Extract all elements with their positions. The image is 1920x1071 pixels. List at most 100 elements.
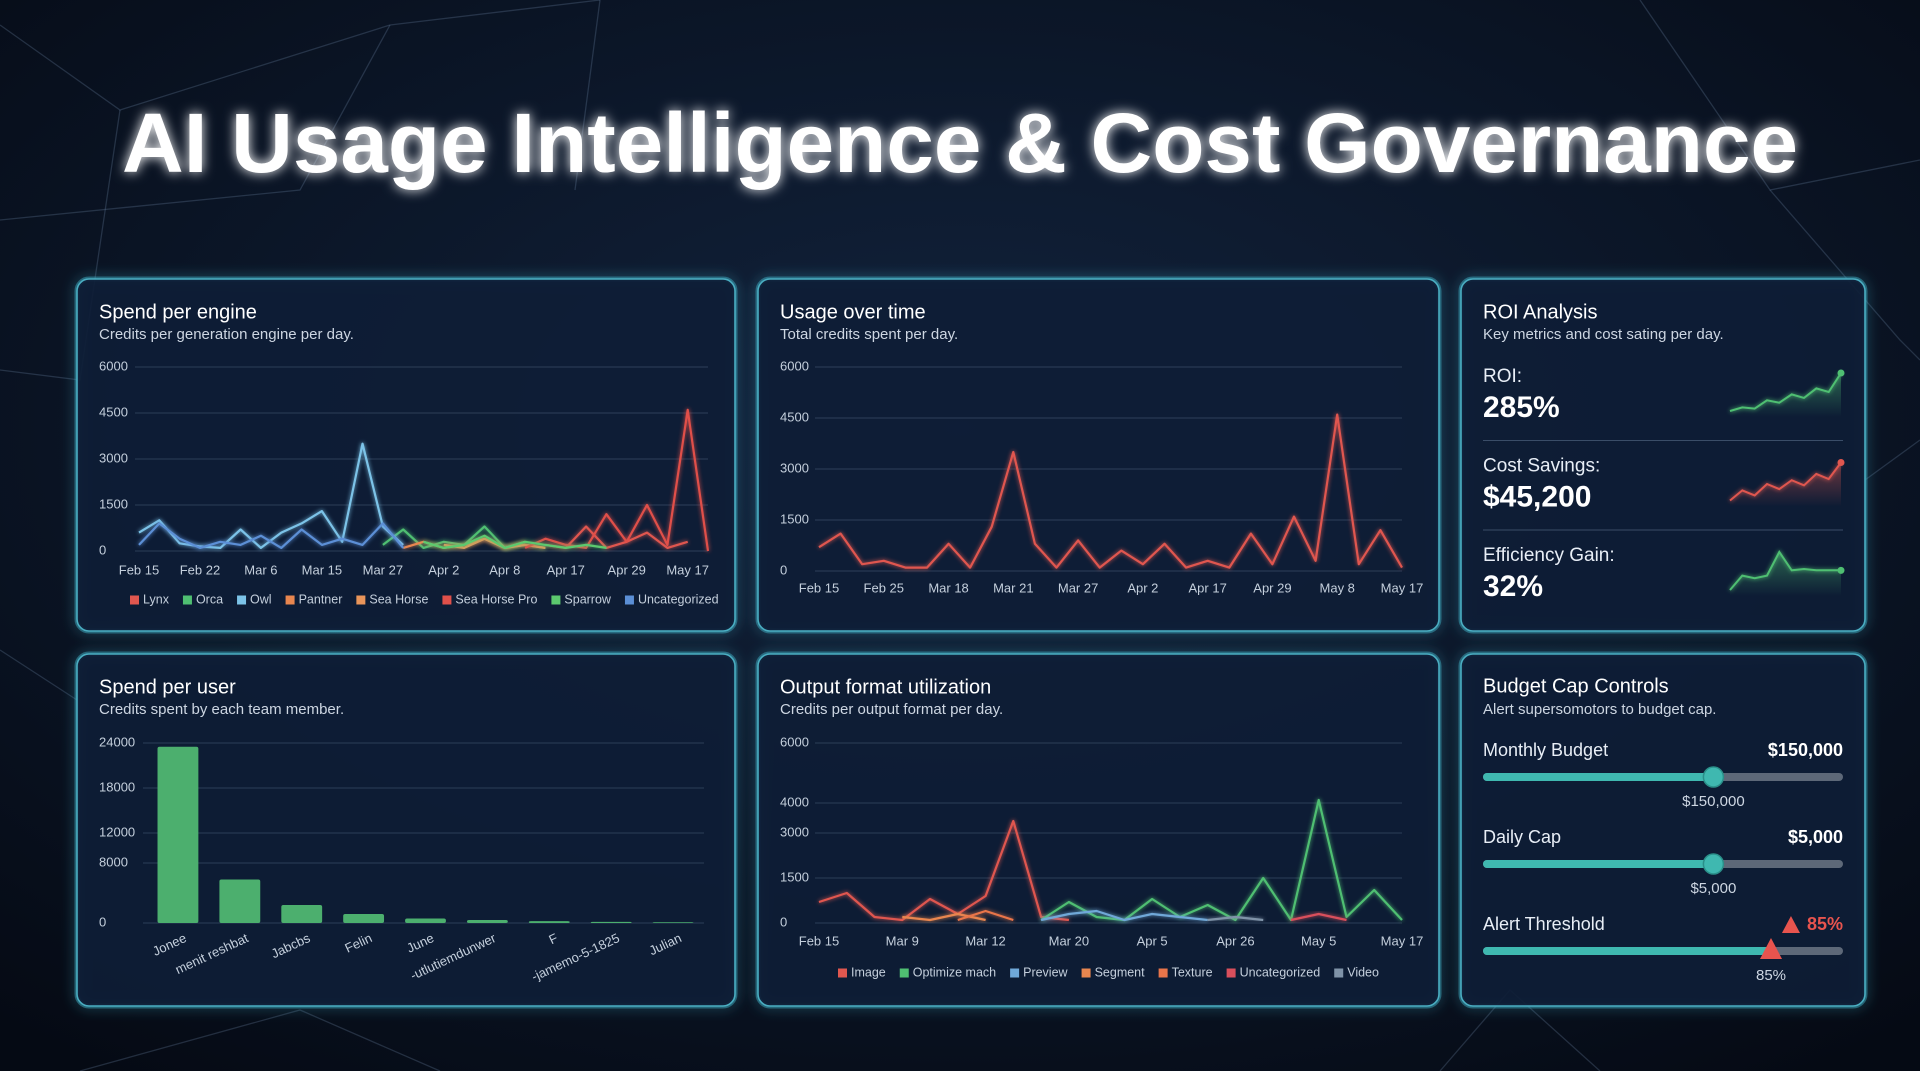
- legend-label: Lynx: [143, 592, 170, 606]
- sparkline: [1729, 372, 1842, 412]
- y-tick-label: 1500: [780, 869, 809, 884]
- panel-title: Spend per engine: [99, 301, 257, 323]
- legend-swatch: [838, 968, 847, 978]
- slider-fill: [1483, 860, 1714, 868]
- panel-title: ROI Analysis: [1483, 301, 1597, 323]
- x-tick-label: Mar 27: [1058, 580, 1098, 595]
- sparkline-end: [1837, 459, 1845, 466]
- series-line: [957, 909, 1014, 922]
- legend-swatch: [1158, 968, 1168, 978]
- x-tick-label: Feb 25: [864, 580, 904, 595]
- x-tick-label: Apr 29: [1253, 580, 1291, 595]
- series-line: [1207, 915, 1264, 922]
- y-tick-label: 0: [780, 562, 787, 577]
- panel-title: Usage over time: [780, 301, 926, 323]
- legend-label: Uncategorized: [1240, 965, 1321, 979]
- legend-swatch: [285, 595, 295, 605]
- x-tick-label: Apr 26: [1216, 933, 1254, 948]
- y-tick-label: 12000: [99, 824, 135, 839]
- x-tick-label: Mar 12: [965, 933, 1005, 948]
- series-line: [524, 408, 710, 552]
- bar: [590, 921, 632, 923]
- y-tick-label: 6000: [99, 358, 128, 373]
- y-tick-label: 0: [780, 914, 787, 929]
- metric-value: $45,200: [1483, 480, 1591, 513]
- x-tick-label: Mar 9: [886, 933, 919, 948]
- bar: [343, 914, 385, 923]
- x-tick-label: May 17: [666, 562, 709, 577]
- legend-swatch: [1226, 968, 1236, 978]
- sparkline-end: [1837, 566, 1845, 574]
- metric-label: Cost Savings:: [1483, 456, 1600, 477]
- x-tick-label: May 17: [1381, 933, 1424, 948]
- panel: [1460, 278, 1866, 632]
- panel: [1460, 653, 1866, 1007]
- legend-swatch: [624, 595, 634, 605]
- sparkline-area: [1730, 552, 1841, 596]
- control-value: 85%: [1807, 914, 1843, 934]
- control-value: $5,000: [1788, 827, 1843, 847]
- x-tick-label: May 5: [1301, 933, 1336, 948]
- metric-label: ROI:: [1483, 366, 1522, 387]
- control-label: Alert Threshold: [1483, 914, 1605, 934]
- x-tick-label: Apr 8: [489, 562, 520, 577]
- x-tick-label: Feb 15: [119, 562, 159, 577]
- x-tick-label: Mar 20: [1049, 933, 1089, 948]
- x-tick-label: Feb 15: [799, 933, 839, 948]
- bar: [157, 746, 199, 923]
- x-tick-label: May 8: [1320, 580, 1355, 595]
- series-line: [138, 442, 404, 549]
- bar: [219, 879, 261, 923]
- panel-subtitle: Alert supersomotors to budget cap.: [1483, 701, 1716, 718]
- y-tick-label: 4000: [780, 794, 809, 809]
- x-tick-label: Mar 27: [363, 562, 403, 577]
- metric-value: 32%: [1483, 570, 1543, 603]
- bar: [528, 921, 570, 923]
- control-label: Monthly Budget: [1483, 740, 1608, 760]
- control-label: Daily Cap: [1483, 827, 1561, 847]
- x-tick-label: May 17: [1381, 580, 1424, 595]
- slider-knob: [1702, 766, 1725, 788]
- sparkline-end: [1837, 369, 1845, 377]
- panel-subtitle: Key metrics and cost sating per day.: [1483, 326, 1724, 343]
- metric-label: Efficiency Gain:: [1483, 545, 1615, 566]
- panel-title: Output format utilization: [780, 676, 991, 698]
- slider-value: 85%: [1756, 967, 1786, 984]
- y-tick-label: 24000: [99, 734, 135, 749]
- x-tick-label: Apr 2: [1127, 580, 1158, 595]
- x-tick-label: Feb 15: [799, 580, 839, 595]
- legend-swatch: [182, 595, 192, 605]
- y-tick-label: 6000: [780, 358, 809, 373]
- control-value: $150,000: [1768, 740, 1843, 760]
- series-line: [138, 522, 405, 549]
- series-line: [1040, 798, 1403, 922]
- y-tick-label: 3000: [780, 460, 809, 475]
- x-tick-label: Apr 17: [1189, 580, 1227, 595]
- y-tick-label: 4500: [780, 409, 809, 424]
- slider-knob: [1702, 853, 1725, 875]
- bar: [281, 905, 323, 923]
- y-tick-label: 18000: [99, 779, 135, 794]
- x-tick-label: Mar 15: [302, 562, 342, 577]
- y-tick-label: 3000: [99, 450, 128, 465]
- metric-value: 285%: [1483, 391, 1560, 424]
- series-line: [423, 534, 607, 549]
- sparkline-area: [1730, 462, 1841, 507]
- bar: [405, 918, 446, 923]
- x-tick-label: Mar 21: [993, 580, 1033, 595]
- legend-swatch: [1334, 968, 1344, 978]
- panel-title: Spend per user: [99, 676, 236, 698]
- legend-swatch: [237, 595, 247, 605]
- y-tick-label: 3000: [780, 824, 809, 839]
- panel-subtitle: Credits per generation engine per day.: [99, 326, 354, 343]
- legend-label: Image: [851, 965, 886, 979]
- page-title: AI Usage Intelligence & Cost Governance: [122, 96, 1798, 190]
- x-tick-label: Apr 2: [428, 562, 459, 577]
- x-tick-label: Apr 29: [608, 562, 646, 577]
- legend-label: Sea Horse: [369, 592, 428, 606]
- legend-swatch: [551, 595, 561, 605]
- series-line: [1040, 909, 1208, 922]
- legend-label: Owl: [250, 592, 272, 606]
- panel-subtitle: Credits per output format per day.: [780, 701, 1003, 718]
